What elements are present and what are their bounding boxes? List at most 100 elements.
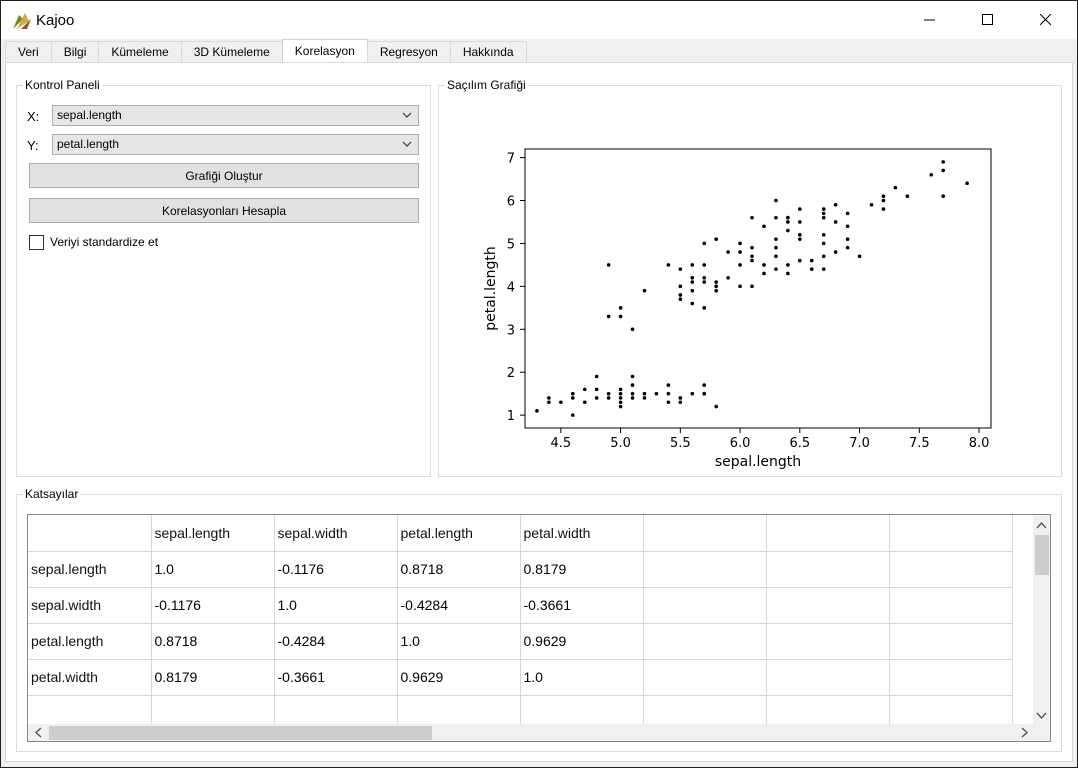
chevron-down-icon [402,141,412,147]
vertical-scroll-thumb[interactable] [1035,535,1049,575]
data-point [678,396,683,400]
y-variable-value: petal.length [57,137,120,151]
data-point [821,211,826,216]
data-point [642,396,647,400]
table-cell[interactable] [766,659,890,696]
data-point [821,267,826,271]
table-cell[interactable] [889,623,1013,660]
x-tick-label: 8.0 [969,436,990,451]
window-title: Kajoo [36,12,75,29]
data-point [559,400,563,405]
row-header: sepal.length [28,551,152,588]
column-header [766,515,890,552]
data-point [833,250,838,254]
data-point [666,400,671,405]
data-point [798,233,802,237]
table-cell[interactable]: 1.0 [151,551,275,588]
data-point [678,297,683,302]
data-point [570,413,575,417]
tab-bilgi[interactable]: Bilgi [50,41,100,62]
horizontal-scroll-thumb[interactable] [49,726,432,740]
y-tick-label: 5 [507,237,515,252]
data-point [833,203,838,207]
data-point [618,387,623,392]
data-point [618,404,623,409]
table-cell[interactable]: 1.0 [520,659,644,696]
data-point [594,387,599,392]
table-cell[interactable] [766,587,890,624]
table-cell[interactable]: 0.9629 [397,659,521,696]
standardize-checkbox[interactable] [29,235,44,250]
table-cell[interactable] [643,659,767,696]
table-cell[interactable]: 0.8179 [520,551,644,588]
coefficients-table[interactable]: sepal.length sepal.width petal.length petal… [27,514,1051,742]
data-point [881,207,886,211]
table-cell[interactable]: -0.1176 [274,551,398,588]
data-point [798,237,802,241]
table-cell[interactable]: 0.9629 [520,623,644,660]
data-point [738,250,742,254]
compute-correlations-button[interactable]: Korelasyonları Hesapla [29,198,419,223]
data-point [690,275,695,280]
data-point [821,207,826,211]
tab-regresyon[interactable]: Regresyon [366,41,451,62]
tab-hakkında[interactable]: Hakkında [449,41,527,62]
standardize-label: Veriyi standardize et [50,235,159,249]
data-point [582,387,587,392]
scroll-right-icon [1021,727,1029,738]
data-point [690,301,695,306]
table-cell[interactable] [889,551,1013,588]
create-plot-button[interactable]: Grafiği Oluştur [29,163,419,188]
data-point [965,181,969,186]
minimize-button[interactable] [901,1,959,39]
scroll-left-icon [34,727,42,738]
tab-3d-kümeleme[interactable]: 3D Kümeleme [180,41,283,62]
table-row: sepal.width -0.1176 1.0 -0.4284 -0.3661 [28,587,1013,624]
table-cell[interactable]: -0.3661 [274,659,398,696]
data-point [678,400,683,405]
tab-kümeleme[interactable]: Kümeleme [98,41,182,62]
close-button[interactable] [1017,1,1075,39]
data-point [774,215,778,220]
maximize-button[interactable] [959,1,1017,39]
table-cell[interactable]: 0.8179 [151,659,275,696]
x-label: X: [27,109,40,124]
tab-veri[interactable]: Veri [5,41,52,62]
table-cell[interactable]: -0.1176 [151,587,275,624]
horizontal-scrollbar[interactable] [28,724,1033,741]
data-point [774,267,778,271]
close-icon [1040,14,1052,26]
table-cell[interactable] [766,623,890,660]
data-point [714,237,718,241]
data-point [594,396,599,400]
data-point [618,391,623,396]
scatter-chart: 4.5 5.0 5.5 6.0 6.5 7.0 7.5 8.0 1 2 3 4 5 6 7 sepal.len… [483,148,992,470]
data-point [630,327,635,332]
table-cell[interactable] [889,587,1013,624]
table-cell[interactable]: -0.4284 [397,587,521,624]
table-cell[interactable]: 0.8718 [397,551,521,588]
data-point [666,383,671,387]
y-variable-select[interactable]: petal.length [52,134,419,155]
table-cell[interactable]: 1.0 [397,623,521,660]
table-cell[interactable] [643,587,767,624]
column-header: petal.length [397,515,521,552]
table-cell[interactable]: 0.8718 [151,623,275,660]
table-cell[interactable]: -0.4284 [274,623,398,660]
tab-korelasyon[interactable]: Korelasyon [281,39,368,62]
table-cell[interactable] [643,551,767,588]
table-cell[interactable] [889,659,1013,696]
x-variable-value: sepal.length [57,108,122,122]
table-row [28,695,1013,732]
data-point [690,280,695,284]
table-cell[interactable]: -0.3661 [520,587,644,624]
table-cell[interactable] [643,623,767,660]
x-variable-select[interactable]: sepal.length [52,105,419,126]
column-header [643,515,767,552]
vertical-scrollbar[interactable] [1033,515,1050,724]
table-cell[interactable]: 1.0 [274,587,398,624]
table-cell[interactable] [766,551,890,588]
data-point [774,254,778,259]
data-point [606,314,611,319]
data-point [845,211,850,216]
